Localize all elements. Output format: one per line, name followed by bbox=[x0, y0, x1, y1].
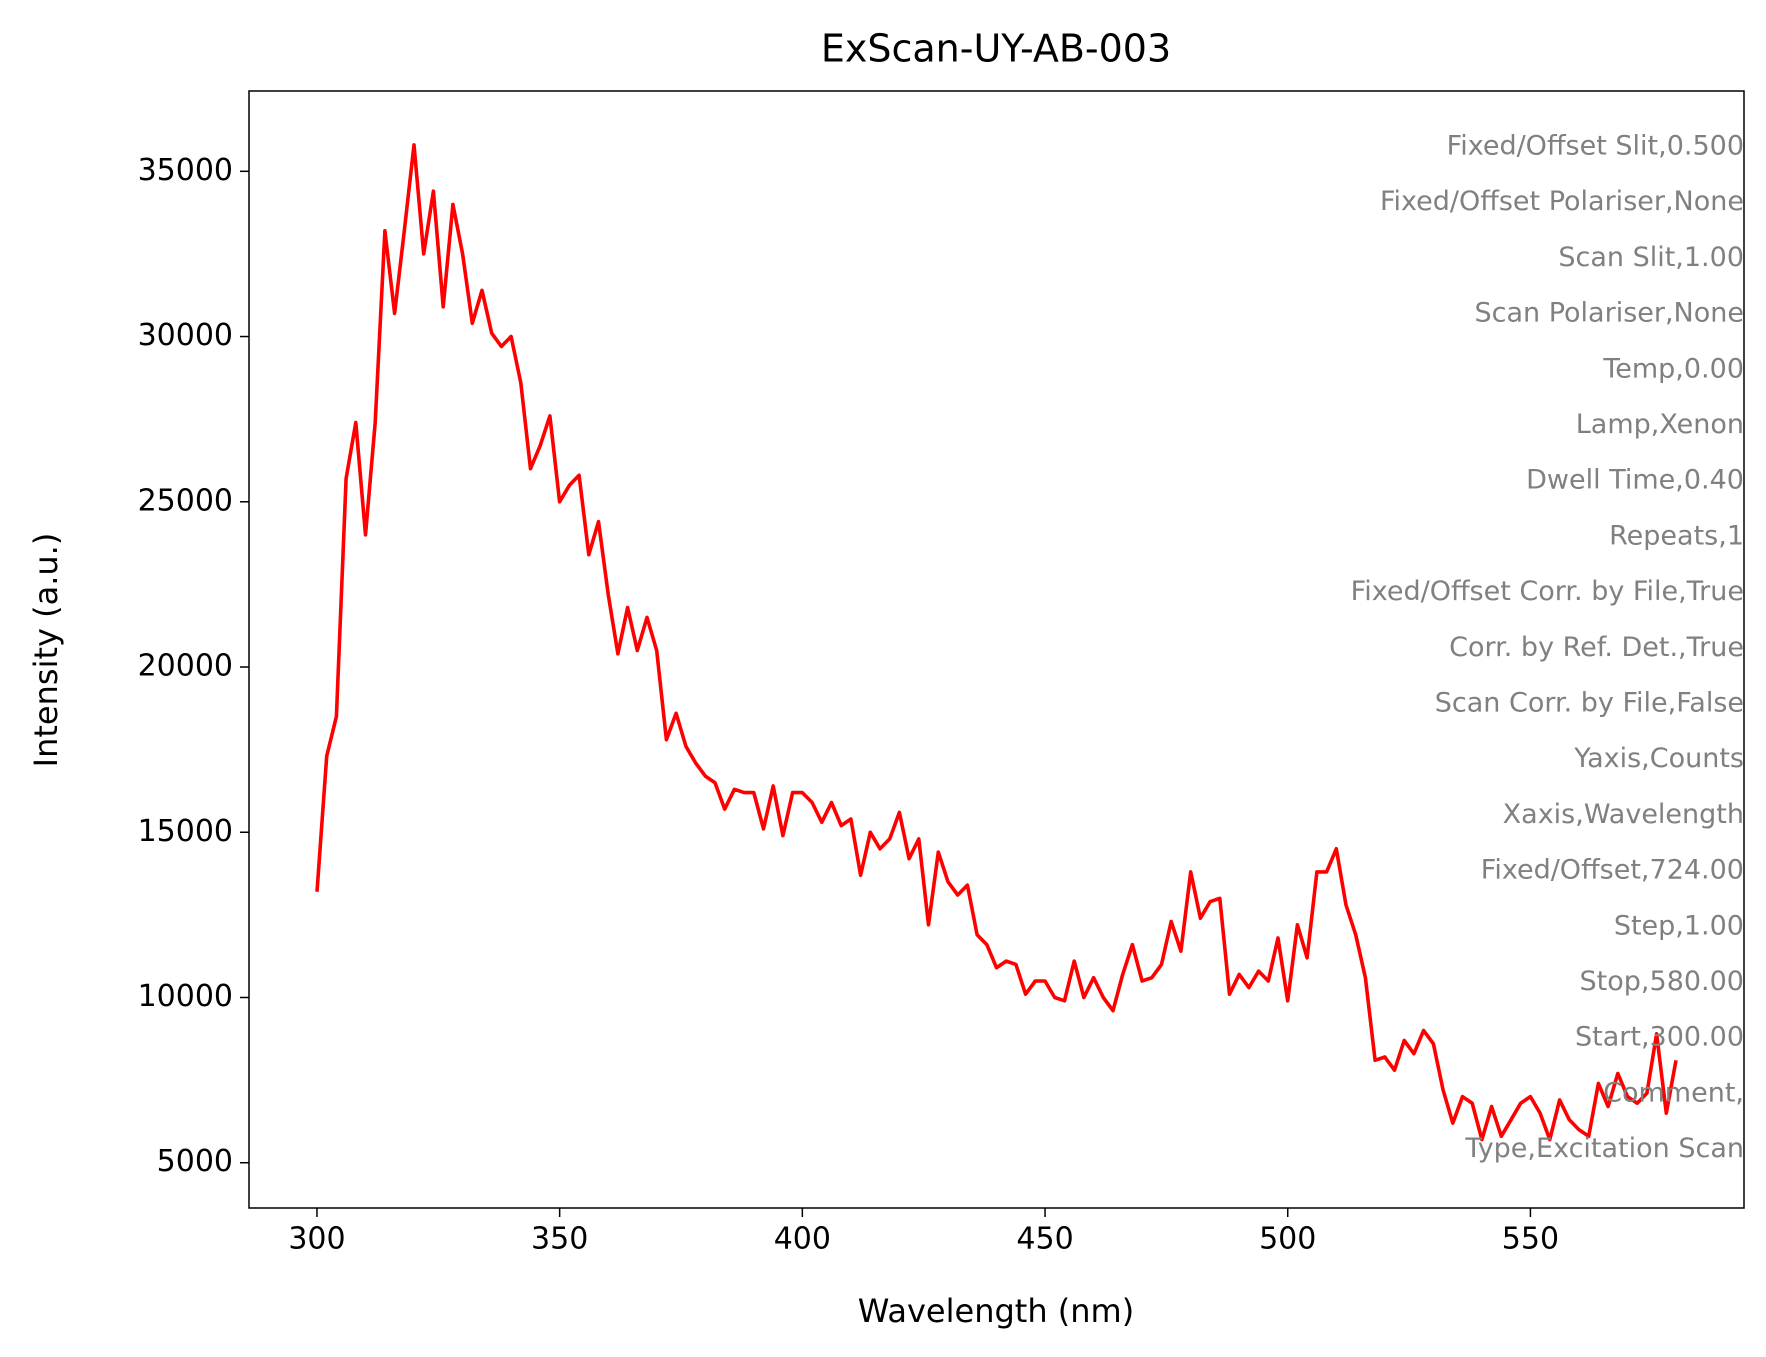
y-axis-label: Intensity (a.u.) bbox=[27, 533, 65, 768]
x-tick-label: 350 bbox=[531, 1222, 588, 1257]
y-tick-label: 35000 bbox=[138, 153, 233, 188]
x-tick-label: 400 bbox=[774, 1222, 831, 1257]
annotation: Type,Excitation Scan bbox=[1464, 1133, 1744, 1164]
annotation: Scan Slit,1.00 bbox=[1558, 242, 1744, 273]
annotation: Stop,580.00 bbox=[1580, 966, 1744, 997]
chart-title: ExScan-UY-AB-003 bbox=[821, 27, 1171, 71]
annotation: Temp,0.00 bbox=[1602, 353, 1744, 384]
annotation: Comment, bbox=[1603, 1077, 1744, 1108]
plot-frame bbox=[248, 90, 1745, 1209]
x-tick-label: 300 bbox=[288, 1222, 345, 1257]
annotation: Fixed/Offset Polariser,None bbox=[1380, 186, 1744, 217]
y-tick-label: 5000 bbox=[157, 1144, 233, 1179]
annotation: Repeats,1 bbox=[1609, 520, 1744, 551]
annotation: Scan Corr. by File,False bbox=[1435, 688, 1744, 719]
annotation: Yaxis,Counts bbox=[1573, 743, 1744, 774]
annotation: Fixed/Offset,724.00 bbox=[1481, 855, 1744, 886]
x-tick-label: 500 bbox=[1259, 1222, 1316, 1257]
data-line bbox=[315, 143, 1678, 1142]
annotation: Lamp,Xenon bbox=[1576, 409, 1744, 440]
x-axis-label: Wavelength (nm) bbox=[858, 1292, 1134, 1330]
y-tick-label: 15000 bbox=[138, 814, 233, 849]
annotation: Fixed/Offset Slit,0.500 bbox=[1447, 131, 1744, 162]
x-tick-label: 450 bbox=[1016, 1222, 1073, 1257]
y-tick-label: 10000 bbox=[138, 979, 233, 1014]
x-tick-label: 550 bbox=[1502, 1222, 1559, 1257]
annotation: Start,300.00 bbox=[1575, 1022, 1744, 1053]
annotation: Dwell Time,0.40 bbox=[1526, 465, 1744, 496]
annotation: Corr. by Ref. Det.,True bbox=[1449, 632, 1744, 663]
y-tick-label: 30000 bbox=[138, 318, 233, 353]
y-tick-label: 20000 bbox=[138, 649, 233, 684]
annotation: Xaxis,Wavelength bbox=[1503, 799, 1744, 830]
y-tick-label: 25000 bbox=[138, 483, 233, 518]
annotation: Fixed/Offset Corr. by File,True bbox=[1351, 576, 1744, 607]
annotation: Scan Polariser,None bbox=[1474, 298, 1744, 329]
annotation: Step,1.00 bbox=[1614, 910, 1744, 941]
